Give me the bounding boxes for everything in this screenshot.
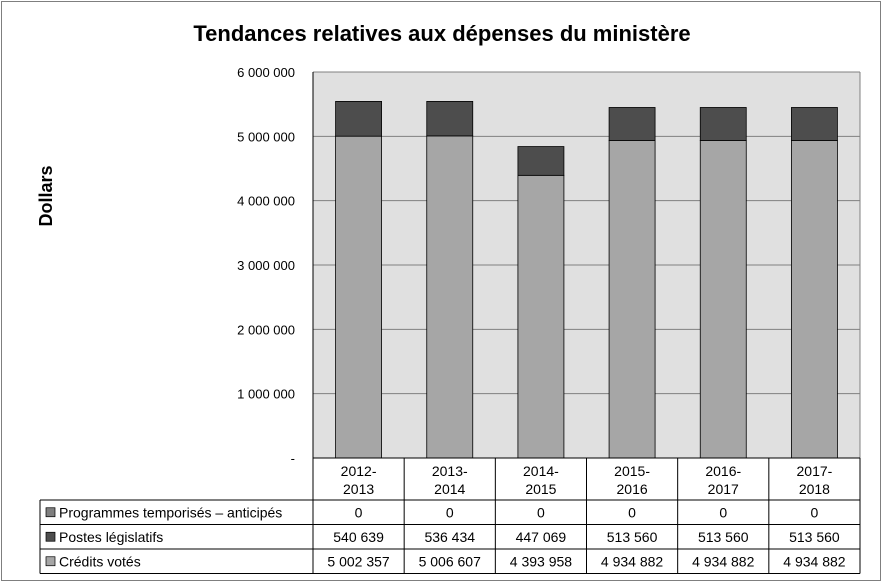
bar-segment [426,135,474,459]
y-tick-label: 2 000 000 [237,322,295,337]
data-label: 5 002 357 [327,553,389,569]
data-label: 0 [719,504,727,520]
bar-segment [699,140,747,459]
legend-series-name: Postes législatifs [59,529,163,545]
data-label: 4 934 882 [601,553,663,569]
bar-segment [335,101,382,137]
x-tick-label-line: 2013- [432,463,468,479]
x-tick-label-line: 2016- [705,463,741,479]
data-label: 0 [811,504,819,520]
legend-swatch [45,507,56,518]
x-tick-label: 2013- 2014 [432,463,468,497]
y-tick-label: 5 000 000 [237,129,295,144]
bar-segment [608,107,656,141]
data-label: 5 006 607 [419,553,481,569]
x-tick-label-line: 2014- [523,463,559,479]
legend-swatch [45,556,56,567]
x-tick-label-line: 2015 [525,481,556,497]
data-label: 0 [446,504,454,520]
legend-series-name: Crédits votés [59,553,141,569]
bar-segment [335,135,382,459]
bar-segment [791,107,838,141]
y-tick-label: 3 000 000 [237,258,295,273]
legend-series-name: Programmes temporisés – anticipés [59,504,282,520]
data-label: 513 560 [607,529,658,545]
legend-swatch [45,531,56,542]
x-tick-label-line: 2015- [614,463,650,479]
data-label: 540 639 [333,529,384,545]
bar-segment [426,100,474,137]
chart-title: Tendances relatives aux dépenses du mini… [193,21,690,46]
y-tick-label: 6 000 000 [237,65,295,80]
data-label: 4 393 958 [510,553,572,569]
bar-segment [699,107,747,141]
y-tick-label: 1 000 000 [237,387,295,402]
x-tick-label-line: 2018 [799,481,830,497]
bar-segment [608,140,656,459]
x-tick-label: 2012- 2013 [341,463,377,497]
x-tick-label-line: 2013 [343,481,374,497]
x-tick-label: 2015- 2016 [614,463,650,497]
x-tick-label-line: 2014 [434,481,465,497]
x-tick-label-line: 2016 [617,481,648,497]
data-label: 513 560 [698,529,749,545]
x-tick-label: 2014- 2015 [523,463,559,497]
data-label: 4 934 882 [783,553,845,569]
x-tick-label: 2017- 2018 [797,463,833,497]
data-label: 0 [628,504,636,520]
x-tick-label-line: 2012- [341,463,377,479]
data-label: 0 [355,504,363,520]
bar-segment [791,140,838,459]
x-tick-label-line: 2017- [797,463,833,479]
bar-segment [517,146,565,176]
bar-segment [517,174,565,459]
data-label: 447 069 [516,529,567,545]
data-label: 4 934 882 [692,553,754,569]
y-axis-label: Dollars [36,165,56,226]
data-label: 536 434 [424,529,475,545]
x-tick-label: 2016- 2017 [705,463,741,497]
y-tick-label: 4 000 000 [237,194,295,209]
data-label: 0 [537,504,545,520]
data-label: 513 560 [789,529,840,545]
x-tick-label-line: 2017 [708,481,739,497]
y-tick-label: - [291,451,295,466]
